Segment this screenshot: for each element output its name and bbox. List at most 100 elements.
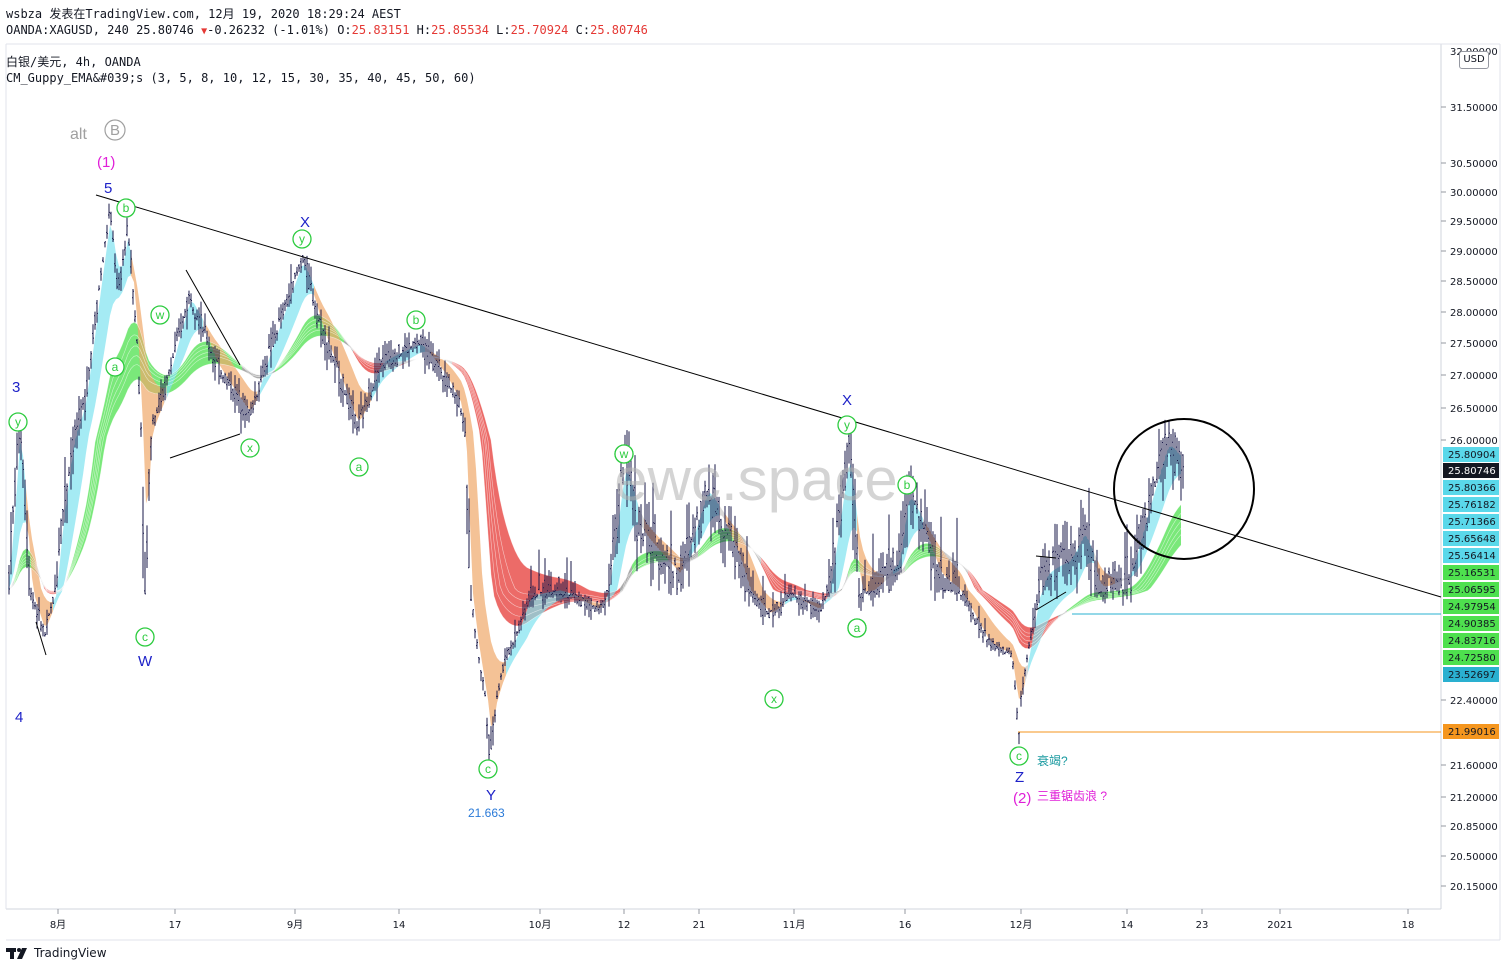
wave-label: x	[771, 692, 777, 706]
fast-ema-segment	[470, 414, 473, 594]
fast-ema-segment	[503, 661, 506, 683]
low-label: L:	[496, 23, 511, 37]
fast-ema-segment	[1154, 485, 1157, 534]
wave-label: a	[112, 360, 119, 374]
publish-info: 发表在TradingView.com, 12月 19, 2020 18:29:2…	[49, 7, 401, 21]
fast-ema-segment	[461, 380, 464, 419]
ema-ribbon-segment	[494, 463, 497, 606]
ema-ribbon-segment	[593, 590, 596, 603]
fast-ema-segment	[770, 597, 773, 613]
fast-ema-segment	[143, 329, 146, 504]
fast-ema-segment	[44, 595, 47, 626]
fast-ema-segment	[41, 588, 44, 626]
fast-ema-segment	[1052, 569, 1055, 615]
wave-label: w	[155, 308, 165, 322]
ema-ribbon-segment	[1178, 504, 1181, 549]
wave-circle	[897, 475, 917, 495]
x-tick-label: 12	[618, 920, 631, 931]
fast-ema-segment	[473, 432, 476, 619]
x-tick-label: 23	[1196, 920, 1209, 931]
ema-ribbon-segment	[1169, 517, 1172, 562]
fast-ema-segment	[89, 360, 92, 435]
ema-ribbon-segment	[128, 323, 131, 390]
fast-ema-segment	[536, 594, 539, 622]
ema-ribbon-segment	[1142, 571, 1145, 593]
ema-ribbon-segment	[1025, 625, 1028, 649]
fast-ema-segment	[140, 305, 143, 426]
wave-label: x	[247, 441, 253, 455]
ema-ribbon-segment	[851, 558, 854, 575]
fast-ema-segment	[224, 351, 227, 377]
ema-ribbon-segment	[503, 512, 506, 621]
fast-ema-segment	[989, 616, 992, 643]
fast-ema-segment	[527, 601, 530, 639]
fast-ema-segment	[107, 225, 110, 335]
ema-ribbon-segment	[1127, 587, 1130, 597]
price-label-text: 24.83716	[1448, 636, 1496, 647]
price-label-text: 21.99016	[1448, 727, 1496, 738]
fast-ema-segment	[209, 329, 212, 348]
wave-circle	[116, 198, 136, 218]
wave-circle	[349, 457, 369, 477]
price-label-tag	[1443, 599, 1499, 614]
fast-ema-segment	[1046, 574, 1049, 626]
x-tick-label: 17	[169, 920, 182, 931]
fast-ema-segment	[212, 334, 215, 356]
currency-button[interactable]: USD	[1459, 51, 1489, 69]
wave-label: c	[1016, 749, 1022, 763]
fast-ema-segment	[488, 623, 491, 727]
fast-ema-segment	[341, 341, 344, 383]
close-label: C:	[575, 23, 591, 37]
fast-ema-segment	[92, 337, 95, 421]
ema-ribbon-segment	[1139, 576, 1142, 594]
y-tick-label: 22.40000	[1450, 696, 1498, 707]
fast-ema-segment	[329, 316, 332, 350]
symbol-info: OANDA:XAGUSD, 240	[6, 23, 129, 37]
wave-annotation: 5	[104, 180, 112, 197]
fast-ema-segment	[149, 369, 152, 494]
fast-ema-segment	[986, 612, 989, 640]
x-tick-label: 11月	[783, 919, 806, 931]
ema-ribbon-segment	[203, 341, 206, 367]
ema-ribbon-segment	[305, 319, 308, 344]
price-label-tag	[1443, 463, 1499, 478]
fast-ema-segment	[788, 597, 791, 603]
fast-ema-segment	[836, 533, 839, 594]
ema-ribbon-segment	[311, 315, 314, 339]
wave-circle	[764, 689, 784, 709]
fast-ema-segment	[77, 423, 80, 513]
fast-ema-segment	[248, 386, 251, 410]
fast-ema-segment	[17, 442, 20, 555]
chart-title[interactable]: 白银/美元, 4h, OANDA	[6, 55, 141, 69]
ema-line-40	[7, 323, 1182, 642]
fast-ema-segment	[1004, 635, 1007, 652]
price-label-text: 25.65648	[1448, 534, 1496, 545]
fast-ema-segment	[128, 239, 131, 277]
price-label-text: 23.52697	[1448, 670, 1496, 681]
wave-circle	[837, 415, 857, 435]
ema-ribbon-segment	[131, 322, 134, 385]
fast-ema-segment	[182, 320, 185, 362]
fast-ema-segment	[356, 377, 359, 421]
fast-ema-segment	[449, 365, 452, 385]
wave-circle	[406, 310, 426, 330]
fast-ema-segment	[344, 348, 347, 391]
price-label-tag	[1443, 548, 1499, 563]
fast-ema-segment	[857, 513, 860, 572]
fast-ema-segment	[995, 625, 998, 647]
fast-ema-segment	[11, 528, 14, 584]
wave-annotation: 衰竭?	[1037, 753, 1068, 768]
fast-ema-segment	[758, 575, 761, 602]
fast-ema-segment	[86, 382, 89, 454]
open-label: O:	[337, 23, 352, 37]
fast-ema-segment	[722, 509, 725, 521]
indicator-legend[interactable]: CM_Guppy_EMA&#039;s (3, 5, 8, 10, 12, 15…	[6, 71, 476, 85]
fast-ema-segment	[239, 373, 242, 400]
fast-ema-segment	[497, 657, 500, 703]
wave-circle	[240, 438, 260, 458]
fast-ema-segment	[152, 376, 155, 439]
fast-ema-segment	[491, 641, 494, 727]
x-tick-label: 21	[693, 920, 706, 931]
fast-ema-segment	[1025, 665, 1028, 684]
